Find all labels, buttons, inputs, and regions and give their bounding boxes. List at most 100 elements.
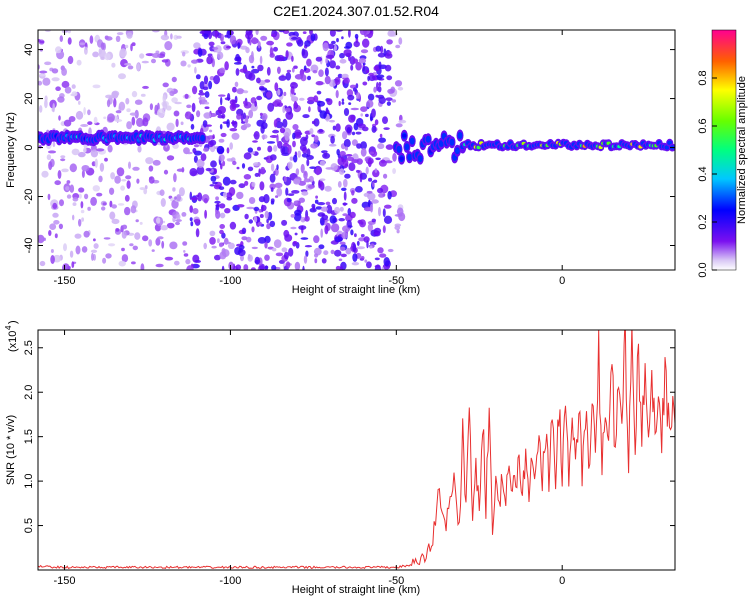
heatmap-noise-blob [257, 146, 261, 151]
heatmap-noise-blob [288, 247, 294, 257]
heatmap-noise-blob [334, 206, 341, 214]
heatmap-noise-blob [126, 180, 131, 189]
heatmap-noise-blob [330, 135, 335, 144]
heatmap-noise-blob [298, 180, 306, 186]
heatmap-band-core [449, 138, 455, 146]
heatmap-noise-blob [385, 97, 393, 101]
heatmap-noise-blob [151, 53, 161, 58]
heatmap-noise-blob [52, 141, 56, 147]
heatmap-noise-blob [113, 98, 117, 108]
heatmap-noise-blob [342, 213, 348, 217]
heatmap-noise-blob [221, 265, 225, 270]
heatmap-noise-blob [173, 110, 180, 117]
heatmap-noise-blob [214, 30, 218, 39]
heatmap-noise-blob [252, 162, 262, 167]
heatmap-noise-blob [229, 221, 237, 230]
heatmap-noise-blob [276, 134, 279, 144]
heatmap-noise-blob [332, 197, 337, 205]
heatmap-noise-blob [334, 236, 343, 243]
heatmap-noise-blob [78, 100, 81, 105]
heatmap-noise-blob [350, 64, 354, 71]
heatmap-noise-blob [387, 190, 392, 200]
heatmap-noise-blob [176, 214, 181, 220]
heatmap-noise-blob [59, 35, 63, 42]
heatmap-noise-blob [337, 156, 345, 166]
heatmap-noise-blob [365, 113, 369, 118]
heatmap-noise-blob [39, 70, 48, 74]
snr-axes: -150 -100 -50 0 0.5 1.0 1.5 2.0 2.5 [23, 330, 675, 587]
heatmap-noise-blob [343, 139, 351, 148]
heatmap-noise-blob [357, 123, 366, 129]
heatmap-noise-blob [273, 119, 278, 128]
heatmap-noise-blob [176, 168, 185, 172]
heatmap-noise-blob [301, 49, 309, 59]
heatmap-noise-blob [275, 117, 281, 123]
heatmap-noise-blob [360, 113, 364, 117]
heatmap-noise-blob [180, 121, 184, 126]
heatmap-noise-blob [180, 60, 187, 67]
heatmap-noise-blob [367, 93, 375, 101]
heatmap-noise-blob [253, 206, 260, 212]
heatmap-noise-blob [316, 100, 326, 107]
heatmap-noise-blob [184, 93, 189, 99]
heatmap-noise-blob [111, 204, 117, 209]
heatmap-noise-blob [395, 44, 401, 49]
heatmap-noise-blob [50, 255, 55, 264]
heatmap-noise-blob [290, 82, 298, 89]
heatmap-noise-blob [174, 101, 182, 105]
heatmap-noise-blob [47, 150, 57, 154]
heatmap-noise-blob [356, 240, 360, 246]
heatmap-noise-blob [345, 41, 353, 49]
heatmap-noise-blob [118, 260, 126, 267]
heatmap-noise-blob [304, 245, 312, 248]
heatmap-noise-blob [285, 72, 292, 81]
heatmap-noise-blob [375, 94, 379, 98]
heatmap-noise-blob [293, 65, 298, 69]
heatmap-noise-blob [192, 208, 199, 215]
heatmap-noise-blob [376, 76, 383, 81]
heatmap-noise-blob [51, 77, 60, 82]
heatmap-noise-blob [257, 64, 264, 72]
heatmap-noise-blob [76, 59, 82, 66]
heatmap-noise-blob [365, 166, 369, 175]
heatmap-noise-blob [186, 104, 192, 109]
heatmap-noise-blob [192, 147, 197, 154]
heatmap-noise-blob [324, 225, 329, 235]
heatmap-noise-blob [210, 175, 217, 182]
heatmap-noise-blob [281, 247, 288, 253]
heatmap-noise-blob [263, 194, 270, 204]
heatmap-noise-blob [343, 178, 348, 188]
heatmap-noise-blob [385, 144, 394, 150]
heatmap-noise-blob [315, 206, 323, 210]
heatmap-noise-blob [358, 57, 367, 64]
heatmap-band-core [425, 135, 431, 143]
heatmap-noise-blob [343, 108, 350, 116]
heatmap-noise-blob [236, 204, 245, 208]
heatmap-noise-blob [275, 121, 284, 129]
heatmap-noise-blob [229, 35, 237, 45]
heatmap-noise-blob [315, 56, 323, 62]
heatmap-noise-blob [71, 261, 75, 268]
heatmap-noise-blob [105, 253, 112, 259]
snr-y-axis-label: SNR (10 * v/v) [5, 415, 17, 485]
heatmap-noise-blob [130, 205, 137, 214]
heatmap-noise-blob [269, 135, 279, 138]
heatmap-noise-blob [383, 173, 388, 179]
heatmap-noise-blob [352, 253, 358, 262]
snr-x-tick-label: 0 [559, 575, 565, 587]
heatmap-noise-blob [39, 73, 46, 77]
heatmap-noise-blob [278, 75, 287, 81]
heatmap-noise-blob [241, 121, 246, 124]
heatmap-noise-blob [261, 114, 267, 120]
heatmap-noise-blob [275, 252, 284, 257]
heatmap-noise-blob [229, 103, 237, 112]
heatmap-noise-blob [98, 175, 103, 183]
heatmap-noise-blob [251, 246, 258, 250]
heatmap-noise-blob [115, 110, 122, 114]
heatmap-noise-blob [377, 94, 385, 99]
heatmap-noise-blob [81, 246, 88, 253]
heatmap-noise-blob [348, 30, 351, 38]
heatmap-noise-blob [327, 43, 335, 50]
heatmap-noise-blob [108, 243, 116, 247]
heatmap-noise-blob [283, 229, 290, 238]
